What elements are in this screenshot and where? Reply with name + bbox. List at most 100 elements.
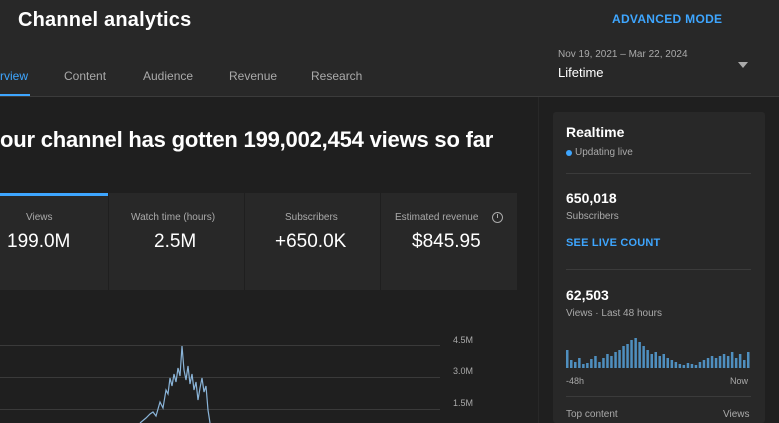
tab-revenue[interactable]: Revenue <box>229 69 278 83</box>
realtime-bar <box>618 350 621 368</box>
realtime-bar <box>666 358 669 368</box>
realtime-bar <box>674 362 678 368</box>
metric-card-subscribers[interactable]: Subscribers +650.0K <box>245 193 380 290</box>
realtime-bar <box>598 362 601 368</box>
realtime-divider <box>566 269 751 270</box>
card-divider <box>108 193 109 290</box>
realtime-bar <box>602 358 605 368</box>
metric-card-views[interactable]: Views 199.0M <box>0 193 108 290</box>
tab-content[interactable]: Content <box>64 69 107 83</box>
realtime-bar <box>686 363 690 368</box>
y-tick-label: 3.0M <box>453 366 474 376</box>
realtime-bar <box>578 358 581 368</box>
metric-value: 2.5M <box>154 231 197 252</box>
realtime-status: Updating live <box>575 147 633 158</box>
realtime-bar <box>586 363 589 368</box>
top-content-label: Top content <box>566 409 618 420</box>
realtime-bar <box>690 364 694 368</box>
header-divider <box>0 96 779 97</box>
views-line-chart[interactable] <box>0 330 440 423</box>
realtime-bar <box>694 365 698 368</box>
realtime-bar <box>706 358 710 368</box>
tab-overview[interactable]: rview <box>0 69 29 83</box>
y-tick-label: 4.5M <box>453 335 474 345</box>
subscriber-label: Subscribers <box>566 211 619 222</box>
chart-gridline <box>0 345 440 346</box>
views-column-label: Views <box>723 409 750 420</box>
metric-value: 199.0M <box>7 231 71 252</box>
realtime-bar <box>698 362 702 368</box>
chart-gridline <box>0 409 440 410</box>
tab-bar: rview Content Audience Revenue Research <box>0 60 530 96</box>
realtime-bar <box>590 359 593 368</box>
realtime-bar <box>702 360 706 368</box>
metric-value: $845.95 <box>412 231 481 252</box>
selected-metric-indicator <box>0 193 108 196</box>
realtime-card: Realtime Updating live 650,018 Subscribe… <box>553 112 765 423</box>
chevron-down-icon[interactable] <box>738 62 748 68</box>
see-live-count-link[interactable]: SEE LIVE COUNT <box>566 237 661 249</box>
realtime-bar <box>670 360 674 368</box>
live-dot-icon <box>566 150 572 156</box>
views-period-label: Views · Last 48 hours <box>566 308 662 319</box>
metric-value: +650.0K <box>275 231 347 252</box>
active-tab-indicator <box>0 94 30 96</box>
axis-start-label: -48h <box>566 376 585 386</box>
metric-card-watch-time[interactable]: Watch time (hours) 2.5M <box>109 193 244 290</box>
realtime-bar <box>642 346 645 368</box>
realtime-bar <box>622 346 625 368</box>
realtime-bar <box>734 358 738 368</box>
realtime-bar <box>726 356 730 368</box>
realtime-bar <box>610 356 613 368</box>
realtime-bar <box>606 354 609 368</box>
card-divider <box>244 193 245 290</box>
subscriber-count: 650,018 <box>566 190 617 206</box>
realtime-bar <box>634 338 637 368</box>
period-select[interactable]: Lifetime <box>558 65 604 80</box>
metric-label: Subscribers <box>285 212 338 223</box>
realtime-bar <box>630 340 633 368</box>
realtime-views-bars[interactable] <box>566 334 751 368</box>
realtime-bar <box>574 362 577 368</box>
clock-icon <box>492 212 503 223</box>
metric-label: Watch time (hours) <box>131 212 216 223</box>
tab-research[interactable]: Research <box>311 69 363 83</box>
views-series-line <box>139 345 211 423</box>
realtime-bar <box>738 354 742 368</box>
tab-audience[interactable]: Audience <box>143 69 194 83</box>
realtime-bar <box>743 360 746 368</box>
realtime-bar <box>654 352 657 368</box>
realtime-divider <box>566 396 751 397</box>
realtime-bar <box>682 365 686 368</box>
realtime-bar <box>714 358 718 368</box>
realtime-bar <box>570 360 573 368</box>
realtime-bar <box>638 342 641 368</box>
date-range-text[interactable]: Nov 19, 2021 – Mar 22, 2024 <box>558 49 688 60</box>
realtime-bar <box>658 356 661 368</box>
realtime-bar <box>646 350 649 368</box>
realtime-bar <box>710 356 714 368</box>
realtime-bar <box>722 354 726 368</box>
metric-label: Views <box>26 212 53 223</box>
realtime-bar <box>614 352 617 368</box>
axis-end-label: Now <box>730 376 749 386</box>
realtime-bar <box>650 354 653 368</box>
advanced-mode-button[interactable]: ADVANCED MODE <box>612 12 723 26</box>
realtime-bar <box>730 352 734 368</box>
metric-label: Estimated revenue <box>395 212 479 223</box>
realtime-bar <box>678 364 682 368</box>
metric-card-revenue[interactable]: Estimated revenue $845.95 <box>381 193 517 290</box>
realtime-bar <box>662 354 665 368</box>
realtime-bar <box>718 356 722 368</box>
views-count: 62,503 <box>566 287 609 303</box>
chart-gridline <box>0 377 440 378</box>
realtime-bar <box>582 364 585 368</box>
realtime-divider <box>566 173 751 174</box>
realtime-bar <box>566 350 569 368</box>
realtime-bar <box>626 344 629 368</box>
views-headline: our channel has gotten 199,002,454 views… <box>0 127 494 152</box>
metric-cards: Views 199.0M Watch time (hours) 2.5M Sub… <box>0 193 517 290</box>
realtime-bar <box>594 356 597 368</box>
realtime-title: Realtime <box>566 124 625 140</box>
page-title: Channel analytics <box>18 9 192 31</box>
